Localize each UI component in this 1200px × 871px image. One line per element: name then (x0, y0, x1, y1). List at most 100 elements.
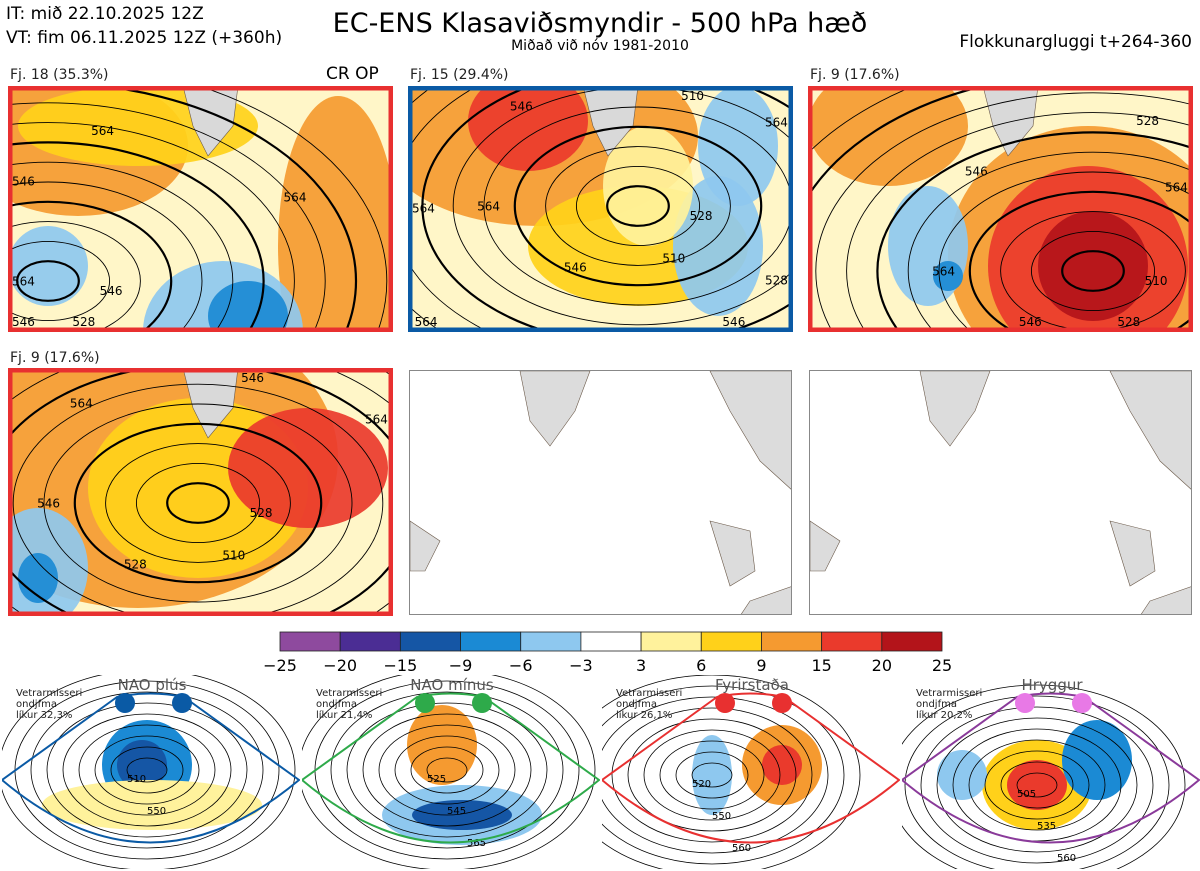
height-contour (8, 200, 173, 332)
contour-label: 546 (510, 100, 533, 114)
height-contour (606, 185, 670, 227)
height-contour (602, 685, 845, 865)
contour-label: 564 (284, 191, 307, 205)
land-britain (1109, 520, 1156, 587)
anomaly-area (18, 553, 58, 603)
height-contour (8, 161, 234, 332)
contour-label: 564 (91, 124, 114, 138)
colorbar-swatch (460, 631, 522, 652)
height-contour (904, 695, 1170, 869)
contour-label: 564 (1165, 181, 1188, 195)
colorbar-swatch (700, 631, 762, 652)
regime-dot (1015, 693, 1035, 713)
contour-label: 505 (1017, 789, 1036, 800)
height-contour (846, 112, 1193, 332)
contour-label: 564 (932, 264, 955, 278)
height-contour (1000, 761, 1074, 809)
cluster-map: 546 528 546 564 546 564 564 (8, 86, 393, 332)
height-contour (12, 383, 384, 616)
empty-panel-5 (409, 370, 792, 615)
contour-label: 528 (1117, 315, 1140, 329)
height-contour (675, 751, 749, 799)
height-contour (1016, 772, 1058, 798)
contour-label: 528 (250, 506, 273, 520)
regime-map: 510 550 (2, 675, 300, 869)
regime-title: NAO plús (117, 676, 187, 694)
contour-label: 564 (12, 274, 35, 288)
contour-label: 510 (681, 89, 704, 103)
height-contour (197, 86, 388, 332)
regime-probability-note: Vetrarmisseri ondjfma líkur 26,1% (616, 688, 683, 721)
colorbar-tick-label: −9 (448, 656, 473, 675)
colorbar-swatch (279, 631, 341, 652)
anomaly-area (278, 96, 393, 332)
contour-label: 528 (124, 557, 147, 571)
panel-2-label: Fj. 15 (29.4%) (410, 67, 509, 83)
height-contour (513, 125, 763, 287)
panel-frame (8, 368, 393, 616)
contour-label: 528 (690, 209, 713, 223)
contour-label: 564 (477, 199, 500, 213)
height-contour (8, 141, 265, 332)
height-contour (166, 482, 230, 524)
colorbar-tick-label: 25 (931, 656, 953, 675)
height-contour (920, 706, 1154, 864)
height-contour (8, 181, 203, 332)
land-britain (709, 520, 756, 587)
anomaly-area (117, 740, 167, 790)
anomaly-area (937, 750, 987, 800)
anomaly-area (762, 745, 802, 785)
contour-label: 528 (1136, 114, 1159, 128)
height-contour (378, 724, 516, 816)
height-contour (421, 86, 793, 332)
contour-label: 520 (692, 779, 711, 790)
anomaly-area (1007, 760, 1067, 810)
height-contour (2, 675, 296, 869)
colorbar-swatch (520, 631, 582, 652)
regime-dot (115, 693, 135, 713)
anomaly-area (603, 126, 693, 246)
regime-dot (1072, 693, 1092, 713)
regime-title: Fyrirstaða (715, 676, 789, 694)
empty-panel-6 (809, 370, 1192, 615)
colorbar-swatch (580, 631, 642, 652)
height-contour (105, 443, 291, 563)
height-contour (611, 707, 813, 843)
height-contour (94, 735, 200, 805)
cluster-panel-3[interactable]: 510 528 546 564 546 528 564 (808, 86, 1193, 332)
height-contour (16, 260, 80, 302)
colorbar-tick-label: −6 (508, 656, 533, 675)
sector-outline (902, 692, 1200, 844)
contour-label: 564 (70, 397, 93, 411)
colorbar-swatch (640, 631, 702, 652)
contour-label: 546 (12, 315, 35, 329)
anomaly-area (208, 281, 288, 332)
contour-label: 510 (662, 251, 685, 265)
contour-label: 564 (365, 413, 388, 427)
regime-3: 505 535 560 Hryggur Vetrarmisseri ondjfma lí… (902, 675, 1200, 869)
height-contour (43, 403, 353, 603)
colorbar-swatch (761, 631, 823, 652)
colorbar-tick-label: −20 (323, 656, 358, 675)
cluster-panel-2[interactable]: 528 510 546 564 546 510 564 528 546 564 564 (408, 86, 793, 332)
height-contour (8, 240, 111, 322)
anomaly-area (1038, 211, 1148, 321)
contour-label: 510 (222, 548, 245, 562)
contour-label: 564 (415, 315, 438, 329)
anomaly-area (468, 86, 588, 171)
cluster-panel-1[interactable]: 546 528 546 564 546 564 564 (8, 86, 393, 332)
sector-outline (302, 692, 600, 844)
contour-label: 546 (1019, 315, 1042, 329)
contour-label: 546 (241, 371, 264, 385)
contour-label: 545 (447, 806, 466, 817)
height-contour (984, 750, 1090, 820)
colorbar-swatch (399, 631, 461, 652)
height-contour (302, 675, 596, 869)
cluster-panel-4[interactable]: 528 510 528 546 564 546 564 (8, 368, 393, 616)
colorbar-tick-label: 20 (871, 656, 892, 675)
contour-label: 560 (732, 843, 751, 854)
height-contour (8, 102, 326, 332)
anomaly-area (407, 705, 477, 785)
height-contour (691, 762, 733, 788)
contour-label: 510 (1145, 274, 1168, 288)
